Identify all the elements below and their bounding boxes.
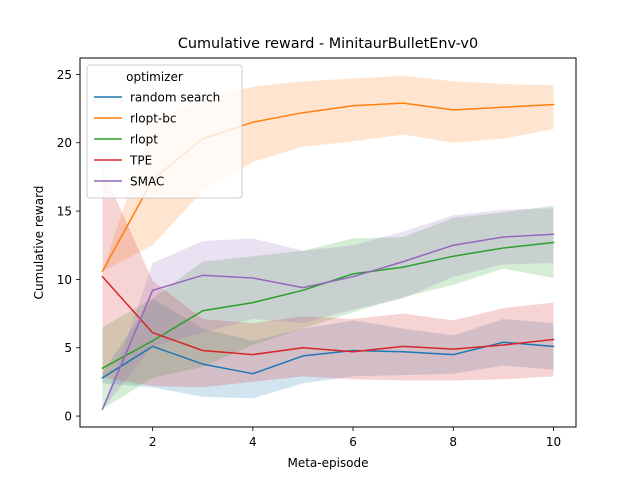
legend-item-random-search: random search xyxy=(94,91,220,105)
legend-label: random search xyxy=(130,91,220,105)
y-tick-label: 10 xyxy=(57,273,72,287)
legend: optimizer random search rlopt-bc rlopt TPE S… xyxy=(86,64,243,199)
band-tpe xyxy=(102,168,554,388)
x-tick-label: 2 xyxy=(149,435,157,449)
x-tick-label: 4 xyxy=(249,435,257,449)
legend-label: rlopt xyxy=(130,133,158,147)
line-random-search xyxy=(101,341,555,379)
x-tick-label: 8 xyxy=(449,435,457,449)
legend-label: rlopt-bc xyxy=(130,112,176,126)
legend-box xyxy=(86,64,243,199)
y-tick-label: 20 xyxy=(57,136,72,150)
y-tick-label: 5 xyxy=(64,341,72,355)
legend-item-smac: SMAC xyxy=(94,175,164,189)
plot-frame xyxy=(79,57,577,428)
band-random-search xyxy=(102,298,554,399)
chart-title: Cumulative reward - MinitaurBulletEnv-v0 xyxy=(178,36,478,52)
legend-item-tpe: TPE xyxy=(94,154,152,168)
y-axis-ticks: 0 5 10 15 20 25 xyxy=(57,68,80,424)
y-axis-label: Cumulative reward xyxy=(32,186,46,300)
legend-item-rlopt: rlopt xyxy=(94,133,158,147)
legend-entries: random search rlopt-bc rlopt TPE SMAC xyxy=(94,91,220,189)
y-tick-label: 15 xyxy=(57,205,72,219)
legend-label: TPE xyxy=(129,154,152,168)
x-axis-label: Meta-episode xyxy=(287,456,368,470)
y-tick-label: 25 xyxy=(57,68,72,82)
x-tick-label: 10 xyxy=(546,435,561,449)
line-tpe xyxy=(101,275,555,356)
line-smac xyxy=(101,233,555,411)
legend-item-rlopt-bc: rlopt-bc xyxy=(94,112,176,126)
x-tick-label: 6 xyxy=(349,435,357,449)
legend-label: SMAC xyxy=(130,175,164,189)
band-rlopt xyxy=(102,205,554,410)
legend-title: optimizer xyxy=(126,70,183,84)
x-axis-ticks: 2 4 6 8 10 xyxy=(149,427,561,449)
y-tick-label: 0 xyxy=(64,410,72,424)
